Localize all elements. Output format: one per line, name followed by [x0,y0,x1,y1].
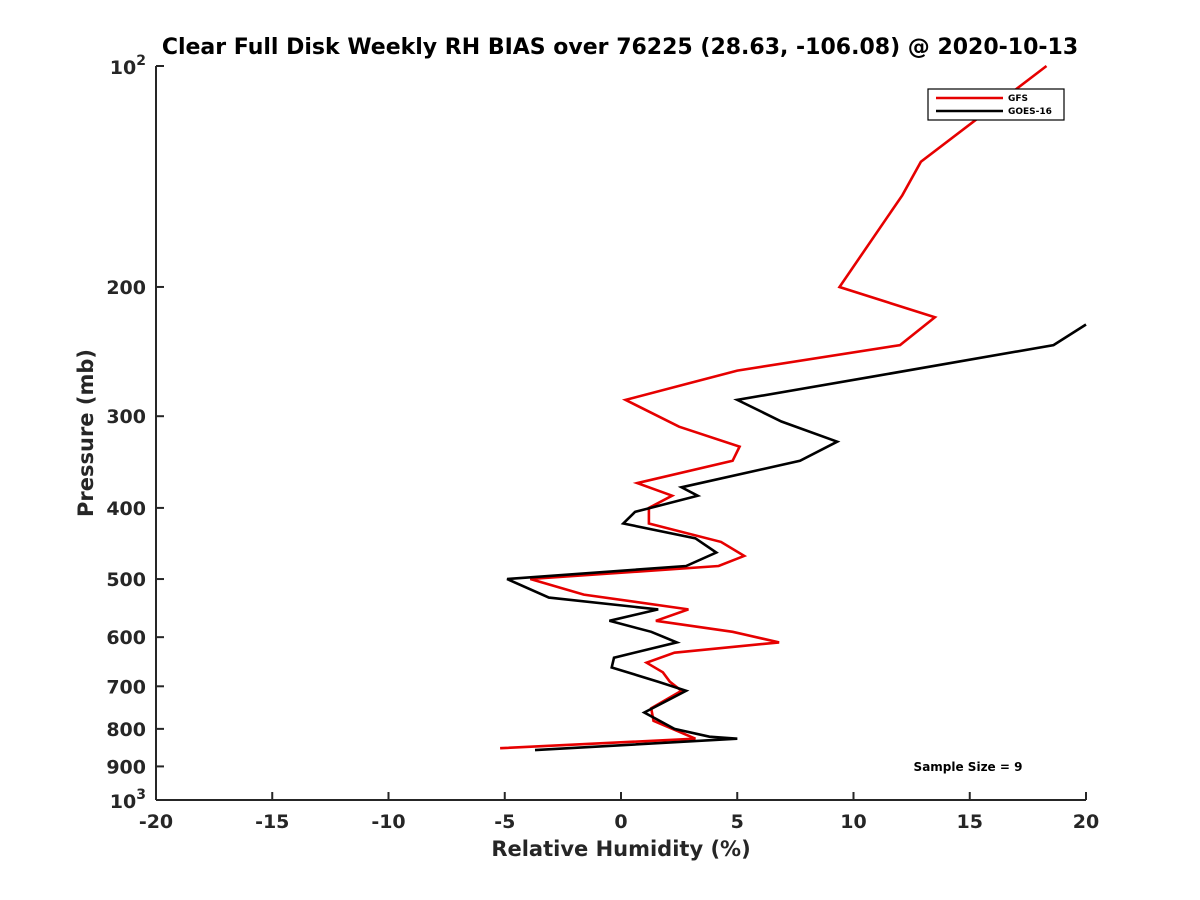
y-tick-base: 10 [110,791,136,813]
series-line-gfs [500,64,1048,750]
plot-area: -20 -15 -10 -5 0 5 10 15 20 10220030040050060070… [106,53,1099,833]
y-tick-label: 103 [110,787,146,813]
y-tick-label: 400 [106,498,146,520]
y-tick-exponent: 3 [136,787,146,803]
legend-label: GFS [1008,94,1028,104]
y-tick-label: 500 [106,569,146,591]
y-tick-label: 900 [106,756,146,778]
x-tick-label: 0 [614,811,627,833]
y-tick-label: 200 [106,277,146,299]
y-tick-base: 10 [110,57,136,79]
x-tick-label: -15 [255,811,289,833]
y-tick-label: 800 [106,719,146,741]
x-tick-label: 20 [1073,811,1099,833]
chart-title: Clear Full Disk Weekly RH BIAS over 7622… [162,35,1078,60]
series-lines [500,64,1087,752]
y-axis-label: Pressure (mb) [74,349,98,517]
legend-label: GOES-16 [1008,107,1052,117]
y-tick-label: 600 [106,627,146,649]
y-tick-label: 102 [110,53,146,79]
x-tick-label: 15 [957,811,983,833]
y-tick-label: 700 [106,676,146,698]
x-tick-label: 5 [731,811,744,833]
x-ticks: -20 -15 -10 -5 0 5 10 15 20 [139,792,1099,833]
legend: GFS GOES-16 [927,88,1065,121]
y-tick-label: 300 [106,406,146,428]
x-tick-label: -20 [139,811,173,833]
y-tick-exponent: 2 [136,53,146,69]
sample-size-note: Sample Size = 9 [914,760,1023,774]
x-tick-label: 10 [840,811,866,833]
x-tick-label: -10 [371,811,405,833]
x-tick-label: -5 [494,811,515,833]
legend-box [927,88,1065,121]
x-axis-label: Relative Humidity (%) [491,837,750,861]
series-line-goes-16 [506,323,1087,752]
